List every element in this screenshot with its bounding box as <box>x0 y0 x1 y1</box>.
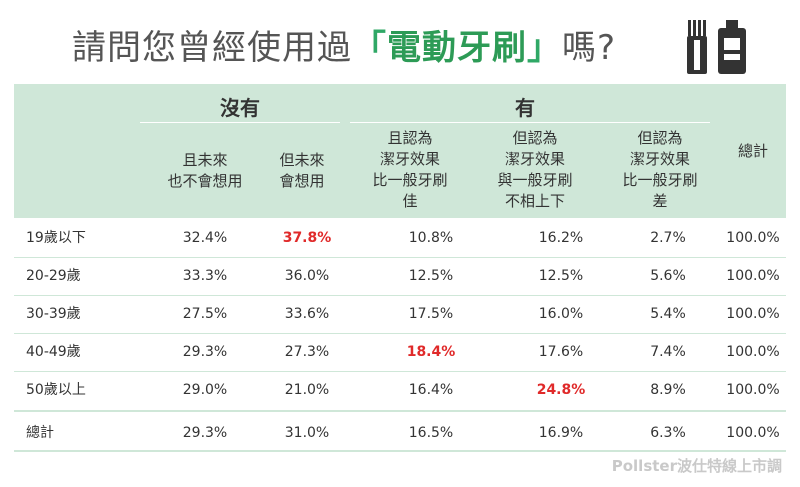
value-cell: 7.4% <box>650 344 686 360</box>
value-cell: 12.5% <box>408 268 454 284</box>
toothbrush-icon <box>687 20 707 74</box>
value-cell: 2.7% <box>650 230 686 246</box>
value-cell: 32.4% <box>182 230 228 246</box>
value-cell: 29.3% <box>182 425 228 441</box>
value-cell: 16.9% <box>538 425 584 441</box>
group-header-yes: 有 <box>515 96 535 120</box>
column-header: 且認為 潔牙效果 比一般牙刷 佳 <box>372 129 448 210</box>
page-title: 請問您曾經使用過「電動牙刷」嗎? <box>72 20 616 69</box>
value-cell: 100.0% <box>726 382 780 398</box>
table-header <box>14 84 786 218</box>
value-cell: 16.4% <box>408 382 454 398</box>
table-row: 40-49歲 29.3% 27.3% 18.4% 17.6% 7.4% 100.0% <box>14 334 786 371</box>
row-separator <box>14 295 786 296</box>
row-separator <box>14 333 786 334</box>
row-label: 總計 <box>26 425 54 441</box>
value-cell: 21.0% <box>284 382 330 398</box>
value-cell: 33.6% <box>284 306 330 322</box>
value-cell: 16.5% <box>408 425 454 441</box>
value-cell: 16.2% <box>538 230 584 246</box>
value-cell: 100.0% <box>726 306 780 322</box>
row-label: 20-29歲 <box>26 268 81 284</box>
table-row: 50歲以上 29.0% 21.0% 16.4% 24.8% 8.9% 100.0% <box>14 372 786 409</box>
row-separator <box>14 257 786 258</box>
value-cell: 29.3% <box>182 344 228 360</box>
title-row: 請問您曾經使用過「電動牙刷」嗎? <box>0 0 800 82</box>
value-cell: 27.3% <box>284 344 330 360</box>
value-cell: 10.8% <box>408 230 454 246</box>
highlighted-value-cell: 18.4% <box>406 344 456 360</box>
column-header: 但認為 潔牙效果 與一般牙刷 不相上下 <box>497 129 573 210</box>
value-cell: 17.5% <box>408 306 454 322</box>
value-cell: 8.9% <box>650 382 686 398</box>
column-header: 但未來 會想用 <box>279 151 325 190</box>
value-cell: 100.0% <box>726 344 780 360</box>
value-cell: 16.0% <box>538 306 584 322</box>
column-header: 總計 <box>737 142 768 160</box>
title-highlight: 電動牙刷 <box>387 28 527 68</box>
highlighted-value-cell: 24.8% <box>536 382 586 398</box>
table-total-row: 總計 29.3% 31.0% 16.5% 16.9% 6.3% 100.0% <box>14 415 786 452</box>
value-cell: 33.3% <box>182 268 228 284</box>
value-cell: 5.4% <box>650 306 686 322</box>
value-cell: 5.6% <box>650 268 686 284</box>
value-cell: 31.0% <box>284 425 330 441</box>
footer-source: Pollster波仕特線上市調 <box>611 457 782 475</box>
group-underline-no <box>140 122 340 123</box>
value-cell: 29.0% <box>182 382 228 398</box>
toothpaste-icon <box>718 20 746 74</box>
row-label: 50歲以上 <box>26 382 86 398</box>
value-cell: 36.0% <box>284 268 330 284</box>
column-header: 但認為 潔牙效果 比一般牙刷 差 <box>622 129 698 210</box>
value-cell: 6.3% <box>650 425 686 441</box>
title-text: 請問您曾經使用過 <box>72 28 352 68</box>
column-header: 且未來 也不會想用 <box>167 151 243 190</box>
row-label: 19歲以下 <box>26 230 86 246</box>
row-label: 40-49歲 <box>26 344 81 360</box>
group-header-no: 沒有 <box>220 96 260 120</box>
value-cell: 27.5% <box>182 306 228 322</box>
group-underline-yes <box>350 122 710 123</box>
table-bottom-border <box>14 450 786 452</box>
value-cell: 12.5% <box>538 268 584 284</box>
title-suffix: 嗎? <box>562 28 617 68</box>
title-open-bracket: 「 <box>352 28 387 68</box>
value-cell: 100.0% <box>726 268 780 284</box>
value-cell: 100.0% <box>726 425 780 441</box>
table-row: 20-29歲 33.3% 36.0% 12.5% 12.5% 5.6% 100.0% <box>14 258 786 295</box>
table-row: 19歲以下 32.4% 37.8% 10.8% 16.2% 2.7% 100.0% <box>14 220 786 257</box>
total-separator <box>14 410 786 412</box>
row-separator <box>14 371 786 372</box>
value-cell: 100.0% <box>726 230 780 246</box>
highlighted-value-cell: 37.8% <box>282 230 332 246</box>
row-label: 30-39歲 <box>26 306 81 322</box>
value-cell: 17.6% <box>538 344 584 360</box>
table-row: 30-39歲 27.5% 33.6% 17.5% 16.0% 5.4% 100.0% <box>14 296 786 333</box>
title-close-bracket: 」 <box>527 28 562 68</box>
